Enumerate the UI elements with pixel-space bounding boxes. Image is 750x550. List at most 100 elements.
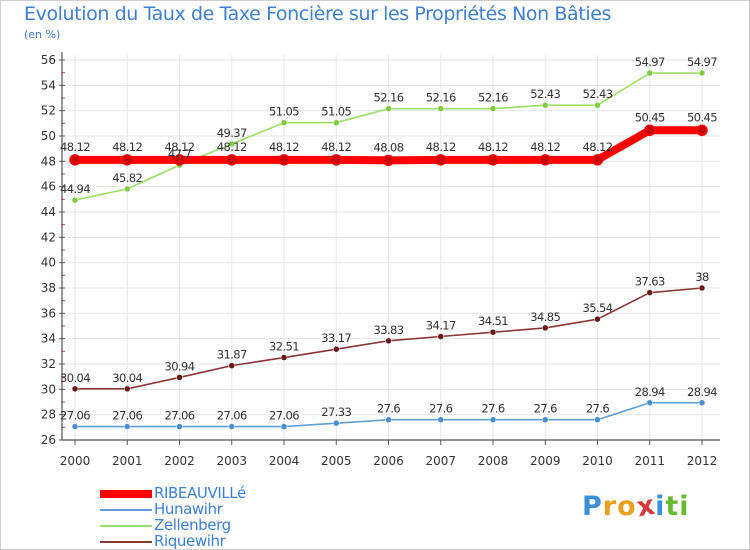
y-tick-label: 48 xyxy=(41,154,56,168)
data-label-zellenberg: 49.37 xyxy=(217,126,247,140)
data-point-riquewihr xyxy=(646,289,653,296)
data-label-hunawihr: 27.6 xyxy=(429,402,452,416)
data-label-riquewihr: 33.83 xyxy=(374,323,404,337)
chart-title: Evolution du Taux de Taxe Foncière sur l… xyxy=(24,3,612,25)
data-point-zellenberg xyxy=(280,119,288,126)
x-tick-label: 2005 xyxy=(321,454,352,468)
data-label-riquewihr: 31.87 xyxy=(217,348,247,362)
data-label-zellenberg: 54.97 xyxy=(687,55,717,69)
logo-letter: i xyxy=(655,491,666,522)
x-tick-label: 2010 xyxy=(582,454,613,468)
data-label-zellenberg: 52.43 xyxy=(583,87,613,101)
data-label-riquewihr: 34.85 xyxy=(530,310,560,324)
data-point-ribeauvill- xyxy=(644,124,656,137)
legend-swatch xyxy=(100,525,152,527)
data-point-hunawihr xyxy=(71,423,79,430)
data-label-hunawihr: 27.06 xyxy=(165,409,195,423)
data-point-riquewihr xyxy=(542,324,549,332)
data-label-riquewihr: 30.94 xyxy=(165,359,195,373)
data-label-riquewihr: 37.63 xyxy=(635,275,665,289)
y-tick-label: 42 xyxy=(41,230,56,244)
data-label-ribeauvill-: 48.12 xyxy=(530,140,560,154)
data-point-hunawihr xyxy=(124,423,131,430)
legend-label: Zellenberg xyxy=(154,516,231,534)
x-tick-label: 2011 xyxy=(634,454,665,468)
data-point-riquewihr xyxy=(385,337,392,345)
data-label-ribeauvill-: 50.45 xyxy=(687,110,717,124)
data-labels: 48.12 48.12 48.12 48.12 48.12 48.12 48.08 48.12… xyxy=(60,55,718,423)
logo-letter: i xyxy=(679,491,690,522)
data-point-riquewihr xyxy=(71,385,79,393)
legend-swatch xyxy=(100,541,152,543)
data-point-zellenberg xyxy=(228,140,235,148)
x-tick-label: 2012 xyxy=(687,454,718,468)
data-label-ribeauvill-: 48.12 xyxy=(478,140,508,154)
data-label-hunawihr: 27.33 xyxy=(321,405,351,419)
data-label-hunawihr: 28.94 xyxy=(687,385,717,399)
data-label-ribeauvill-: 48.12 xyxy=(426,140,456,154)
y-tick-label: 50 xyxy=(41,129,56,143)
data-label-zellenberg: 51.05 xyxy=(269,105,299,119)
data-label-ribeauvill-: 48.08 xyxy=(374,140,404,154)
logo-letter: r xyxy=(602,491,618,522)
data-label-hunawihr: 27.06 xyxy=(269,409,299,423)
data-label-ribeauvill-: 50.45 xyxy=(635,110,665,124)
data-point-zellenberg xyxy=(385,105,392,112)
data-point-hunawihr xyxy=(385,416,392,423)
data-label-riquewihr: 34.17 xyxy=(426,319,456,333)
data-label-riquewihr: 33.17 xyxy=(321,331,351,345)
data-label-ribeauvill-: 48.12 xyxy=(60,140,90,154)
data-point-hunawihr xyxy=(698,399,706,407)
data-point-zellenberg xyxy=(698,69,706,77)
legend-label: Hunawihr xyxy=(154,500,223,518)
data-point-riquewihr xyxy=(333,345,340,353)
data-point-hunawihr xyxy=(280,423,288,430)
data-point-ribeauvill- xyxy=(226,154,238,166)
data-label-zellenberg: 52.16 xyxy=(478,91,508,105)
data-point-hunawihr xyxy=(333,419,340,427)
y-tick-label: 28 xyxy=(41,408,56,422)
data-label-riquewihr: 38 xyxy=(695,270,709,284)
y-tick-label: 30 xyxy=(41,382,56,396)
data-point-ribeauvill- xyxy=(435,154,447,166)
data-label-ribeauvill-: 48.12 xyxy=(321,140,351,154)
y-tick-label: 38 xyxy=(41,281,56,295)
data-label-hunawihr: 27.06 xyxy=(60,409,90,423)
data-point-ribeauvill- xyxy=(539,154,551,166)
data-label-hunawihr: 27.6 xyxy=(481,402,504,416)
y-tick-label: 32 xyxy=(41,357,56,371)
data-point-ribeauvill- xyxy=(382,154,395,167)
logo-letter: o xyxy=(617,491,637,522)
data-point-riquewihr xyxy=(489,328,497,336)
y-tick-label: 46 xyxy=(41,180,56,194)
data-label-zellenberg: 52.16 xyxy=(426,91,456,105)
proxiti-logo: Proxiti xyxy=(582,490,690,524)
data-point-zellenberg xyxy=(71,196,79,204)
legend-label: RIBEAUVILLé xyxy=(154,484,246,502)
x-tick-label: 2009 xyxy=(530,454,561,468)
y-tick-label: 44 xyxy=(41,205,56,219)
data-label-hunawihr: 27.6 xyxy=(534,402,557,416)
data-label-hunawihr: 27.06 xyxy=(217,409,247,423)
data-label-zellenberg: 52.43 xyxy=(530,87,560,101)
data-point-ribeauvill- xyxy=(591,154,604,166)
data-label-ribeauvill-: 48.12 xyxy=(583,140,613,154)
x-tick-label: 2000 xyxy=(60,454,91,468)
data-point-riquewihr xyxy=(228,362,235,369)
data-label-riquewihr: 34.51 xyxy=(478,314,508,328)
y-tick-label: 52 xyxy=(41,104,56,118)
logo-letter: t xyxy=(665,491,680,522)
data-point-zellenberg xyxy=(124,185,131,193)
data-label-hunawihr: 28.94 xyxy=(635,385,665,399)
data-point-hunawihr xyxy=(646,399,653,407)
x-tick-label: 2008 xyxy=(478,454,509,468)
data-point-hunawihr xyxy=(594,416,601,423)
data-label-zellenberg: 54.97 xyxy=(635,55,665,69)
data-point-hunawihr xyxy=(542,416,549,423)
data-label-ribeauvill-: 48.12 xyxy=(269,140,299,154)
data-label-ribeauvill-: 48.12 xyxy=(112,140,142,154)
data-point-zellenberg xyxy=(437,105,444,112)
data-point-zellenberg xyxy=(542,101,549,109)
